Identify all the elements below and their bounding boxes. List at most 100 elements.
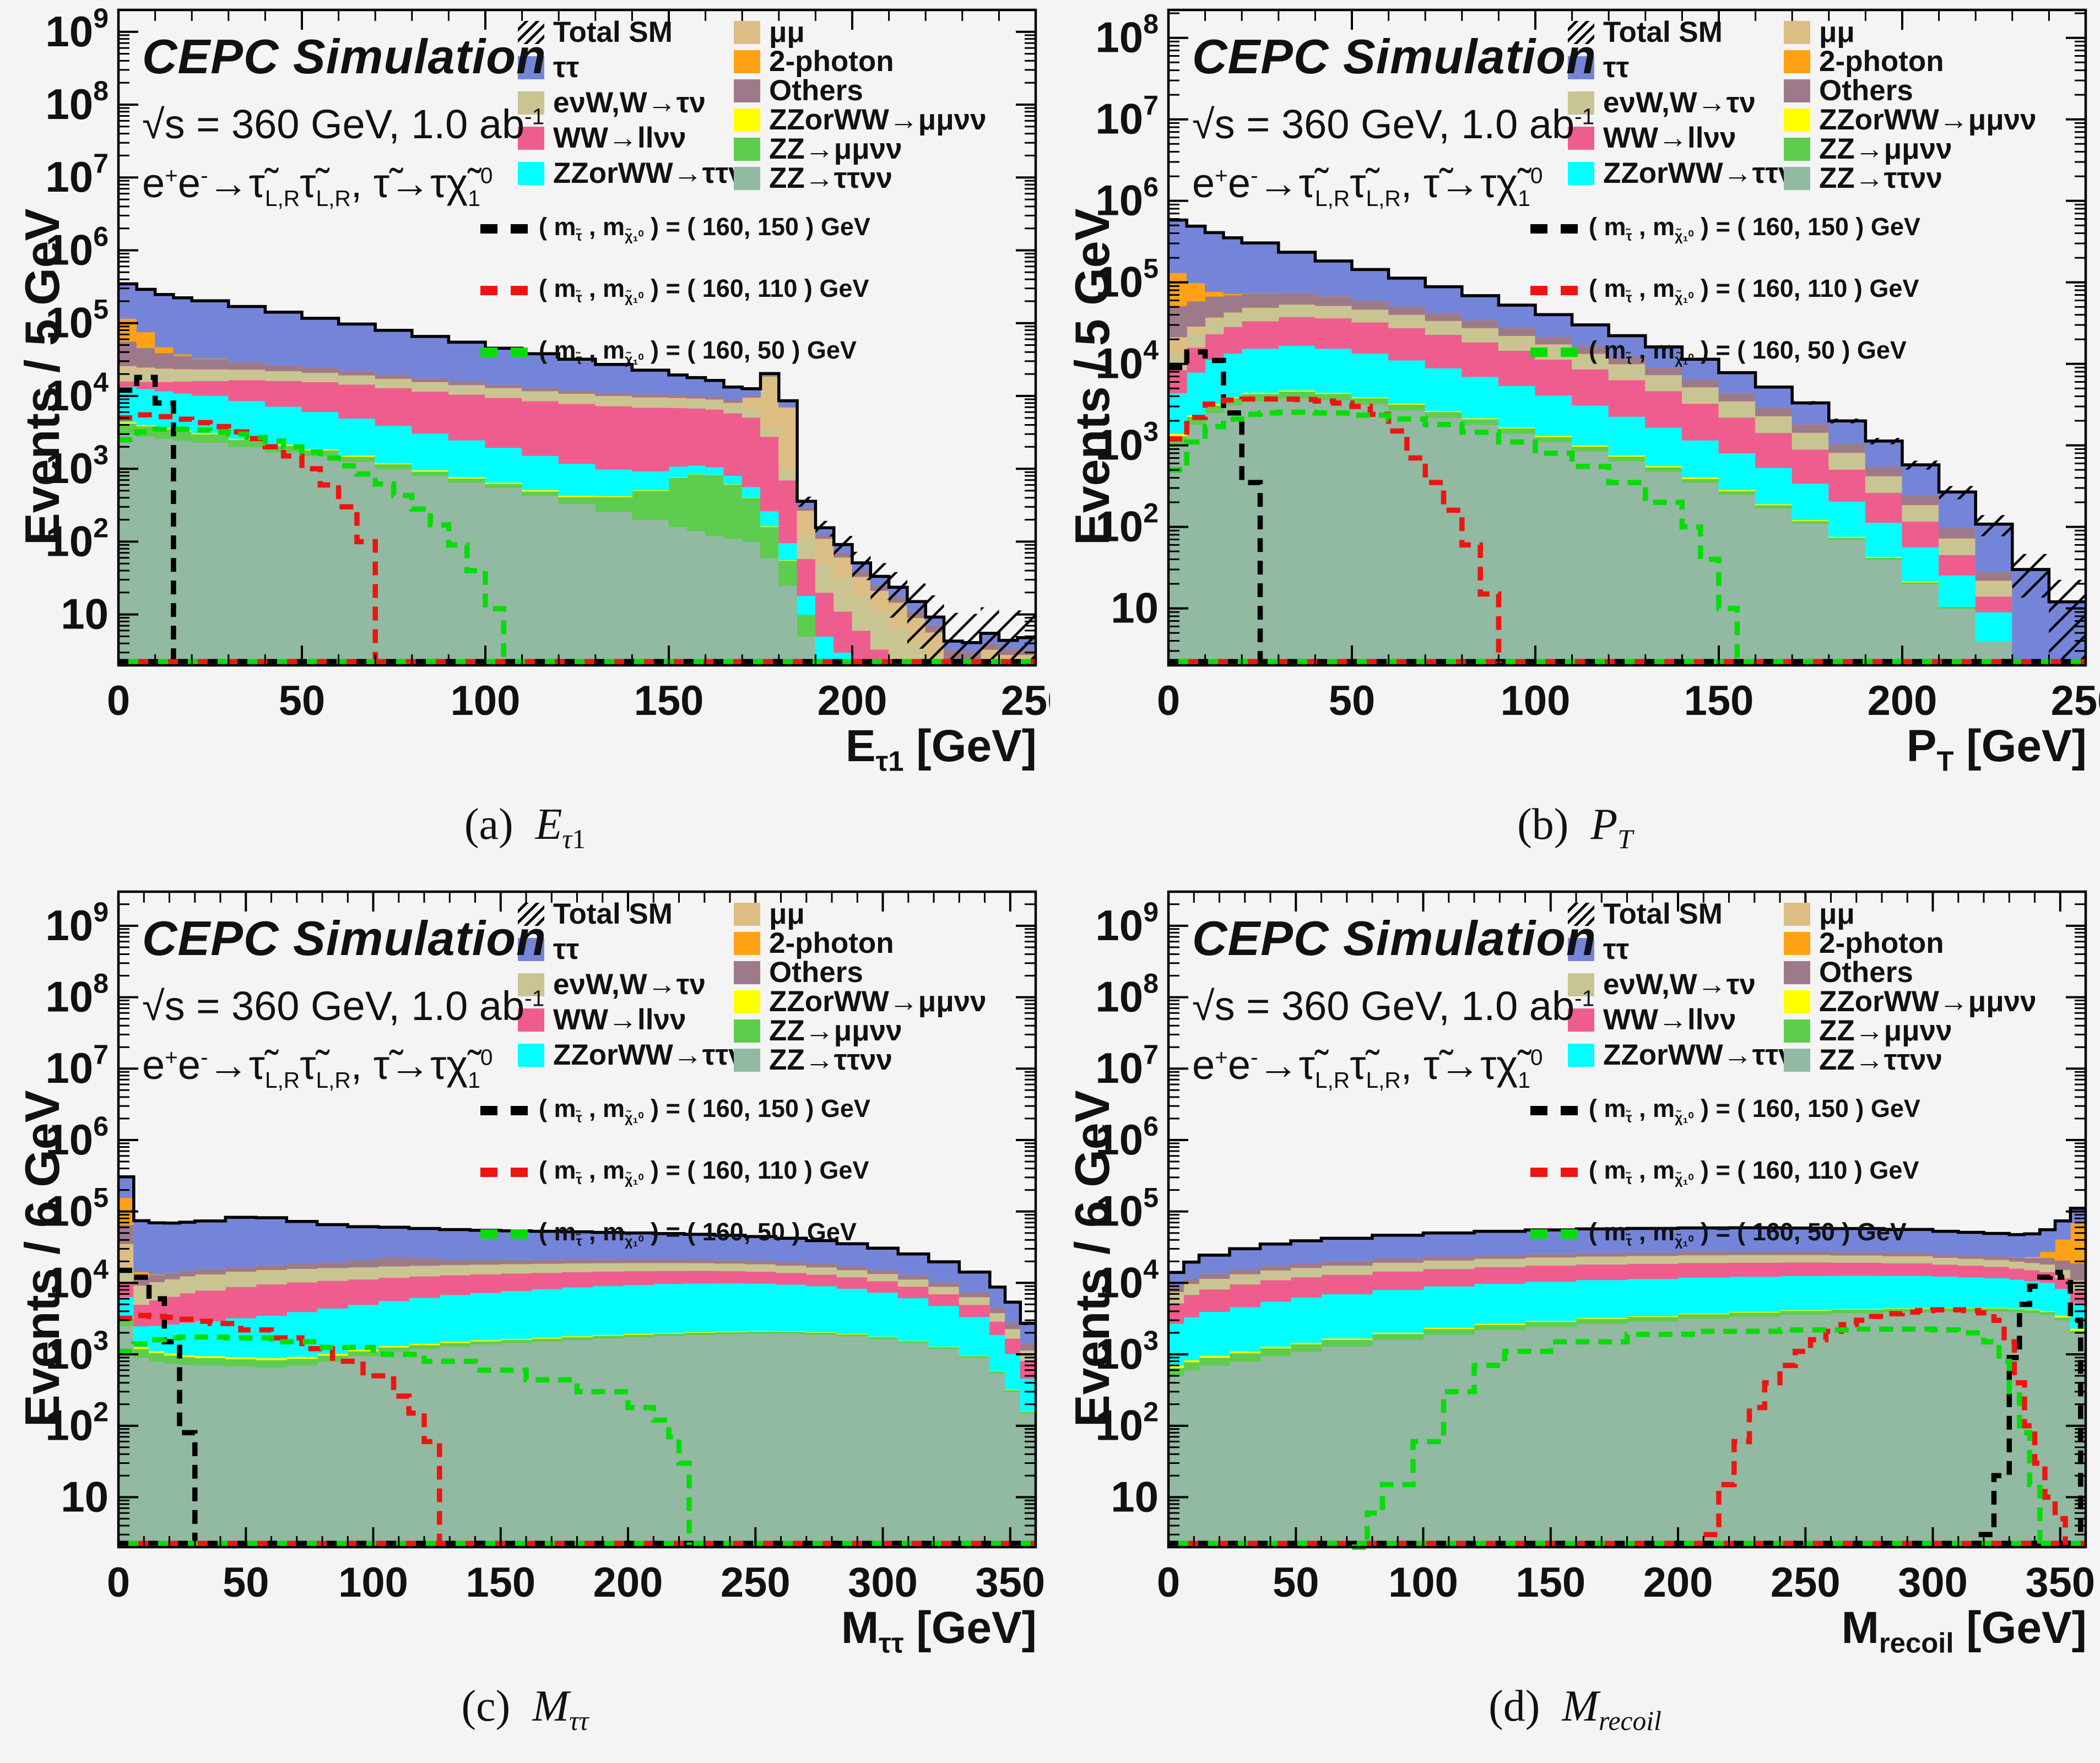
annotation-block: CEPC Simulation √s = 360 GeV, 1.0 ab-1 e…: [1192, 908, 1596, 1094]
x-tick-label: 250: [1001, 677, 1050, 724]
x-axis-title: Eτ1 [GeV]: [845, 721, 1037, 777]
x-tick-label: 150: [634, 677, 704, 724]
total-sm-outline: [118, 1175, 1036, 1325]
x-tick-label: 150: [466, 1559, 535, 1606]
x-tick-label: 250: [721, 1559, 791, 1606]
x-tick-label: 200: [1868, 677, 1937, 724]
x-tick-label: 50: [279, 677, 326, 724]
signal-curve-s50: [1168, 409, 1740, 663]
y-tick-label: 103: [45, 440, 109, 492]
x-tick-label: 0: [107, 677, 130, 724]
y-tick-label: 109: [45, 897, 109, 950]
caption-b: (b) PT: [1517, 800, 1633, 854]
x-tick-label: 300: [848, 1559, 918, 1606]
panel-b: 05010015020025010102103104105106107108 T…: [1050, 0, 2100, 881]
signal-curve-s110: [1703, 1307, 2068, 1545]
x-tick-label: 0: [1157, 1559, 1180, 1606]
y-tick-label: 106: [1095, 172, 1159, 225]
y-tick-label: 107: [45, 1039, 109, 1092]
y-tick-label: 109: [45, 3, 109, 56]
process-line: e+e-→τ̃L,Rτ̃L,R, τ̃→τχ̃10: [142, 160, 493, 211]
signal-curve-s110: [118, 1312, 442, 1545]
annotation-block: CEPC Simulation √s = 360 GeV, 1.0 ab-1 e…: [1192, 26, 1596, 212]
sqrt-s-line: √s = 360 GeV, 1.0 ab-1: [142, 983, 545, 1029]
y-tick-label: 10: [1111, 584, 1159, 632]
x-tick-label: 50: [1329, 677, 1376, 724]
x-tick-label: 250: [2051, 677, 2100, 724]
sqrt-s-line: √s = 360 GeV, 1.0 ab-1: [142, 101, 545, 147]
signal-curve-s150: [118, 1267, 198, 1545]
sqrt-s-line: √s = 360 GeV, 1.0 ab-1: [1192, 983, 1595, 1029]
y-tick-label: 103: [45, 1325, 109, 1378]
panel-d: 0 50 100 150 200 250 300 350 10 102 103 104 105 106 10…: [1050, 882, 2100, 1763]
y-tick-label: 104: [45, 1254, 109, 1306]
y-tick-label: 10: [61, 1472, 109, 1521]
chart-canvas-d: 0 50 100 150 200 250 300 3501010210310410510610…: [1095, 890, 2095, 1606]
x-tick-label: 100: [338, 1559, 408, 1606]
signal-curve-s150: [118, 375, 176, 663]
chart-canvas-a: 0501001502002501010210310410510610710810…: [45, 3, 1050, 724]
x-tick-label: 50: [223, 1559, 269, 1606]
x-tick-label: 250: [1771, 1559, 1841, 1606]
caption-c: (c) Mττ: [461, 1682, 589, 1736]
x-tick-label: 200: [593, 1559, 663, 1606]
y-tick-label: 104: [1095, 1254, 1159, 1306]
x-tick-label: 100: [451, 677, 521, 724]
annotation-block: CEPC Simulation √s = 360 GeV, 1.0 ab-1 e…: [142, 908, 546, 1094]
chart-canvas-b: 05010015020025010102103104105106107108: [1095, 8, 2100, 724]
y-tick-label: 108: [1095, 9, 1159, 62]
x-tick-label: 150: [1684, 677, 1754, 724]
annotation-block: CEPC Simulation √s = 360 GeV, 1.0 ab-1 e…: [142, 26, 546, 212]
y-axis-title: Events / 6 GeV: [15, 1090, 69, 1427]
y-tick-label: 107: [1095, 90, 1159, 143]
y-axis-title: Events / 5 GeV: [15, 208, 69, 545]
x-axis-title: PT [GeV]: [1906, 721, 2087, 777]
sim-title: CEPC Simulation: [1192, 911, 1596, 965]
signal-curve-s150: [1168, 349, 1263, 663]
plot-frame: [1167, 8, 2087, 667]
y-axis-title: Events / 6 GeV: [1065, 1090, 1119, 1427]
process-line: e+e-→τ̃L,Rτ̃L,R, τ̃→τχ̃10: [142, 1041, 493, 1093]
y-tick-label: 108: [45, 75, 109, 128]
sqrt-s-line: √s = 360 GeV, 1.0 ab-1: [1192, 101, 1595, 147]
x-tick-label: 0: [1157, 677, 1180, 724]
panel-a: 0501001502002501010210310410510610710810…: [0, 0, 1050, 881]
caption-d: (d) Mrecoil: [1489, 1682, 1661, 1736]
y-tick-label: 107: [1095, 1039, 1159, 1092]
x-tick-label: 200: [818, 677, 887, 724]
y-tick-label: 108: [1095, 968, 1159, 1021]
x-tick-label: 0: [107, 1559, 130, 1606]
plot-frame: [117, 8, 1037, 667]
x-tick-label: 300: [1898, 1559, 1968, 1606]
panel-c: 0 50 100 150 200 250 300 350 10 102 103 104 105 106 10…: [0, 882, 1050, 1763]
x-tick-label: 200: [1643, 1559, 1713, 1606]
signal-curve-s110: [1168, 396, 1502, 663]
sim-title: CEPC Simulation: [1192, 29, 1596, 84]
signal-curve-s50: [118, 426, 507, 663]
y-tick-label: 10: [61, 590, 109, 638]
total-sm-outline: [118, 282, 1036, 644]
x-tick-label: 100: [1388, 1559, 1458, 1606]
x-tick-label: 350: [2025, 1559, 2095, 1606]
caption-a: (a) Eτ1: [464, 800, 586, 854]
y-axis-title: Events / 5 GeV: [1065, 208, 1119, 545]
signal-curve-s50: [1352, 1326, 2043, 1550]
total-sm-outline: [1168, 1207, 2086, 1274]
y-tick-label: 107: [45, 148, 109, 201]
x-tick-label: 100: [1501, 677, 1571, 724]
signal-curve-s50: [118, 1334, 692, 1545]
chart-canvas-c: 0 50 100 150 200 250 300 3501010210310410510610…: [45, 890, 1045, 1606]
y-tick-label: 10: [1111, 1472, 1159, 1521]
y-tick-label: 108: [45, 968, 109, 1021]
x-axis-title: Mττ [GeV]: [841, 1603, 1037, 1659]
process-line: e+e-→τ̃L,Rτ̃L,R, τ̃→τχ̃10: [1192, 160, 1543, 211]
signal-curve-s110: [118, 412, 378, 663]
sim-title: CEPC Simulation: [142, 29, 546, 84]
process-line: e+e-→τ̃L,Rτ̃L,R, τ̃→τχ̃10: [1192, 1041, 1543, 1093]
sim-title: CEPC Simulation: [142, 911, 546, 965]
x-tick-label: 150: [1516, 1559, 1585, 1606]
x-axis-title: Mrecoil [GeV]: [1841, 1603, 2087, 1659]
y-tick-label: 109: [1095, 897, 1159, 950]
x-tick-label: 350: [975, 1559, 1045, 1606]
